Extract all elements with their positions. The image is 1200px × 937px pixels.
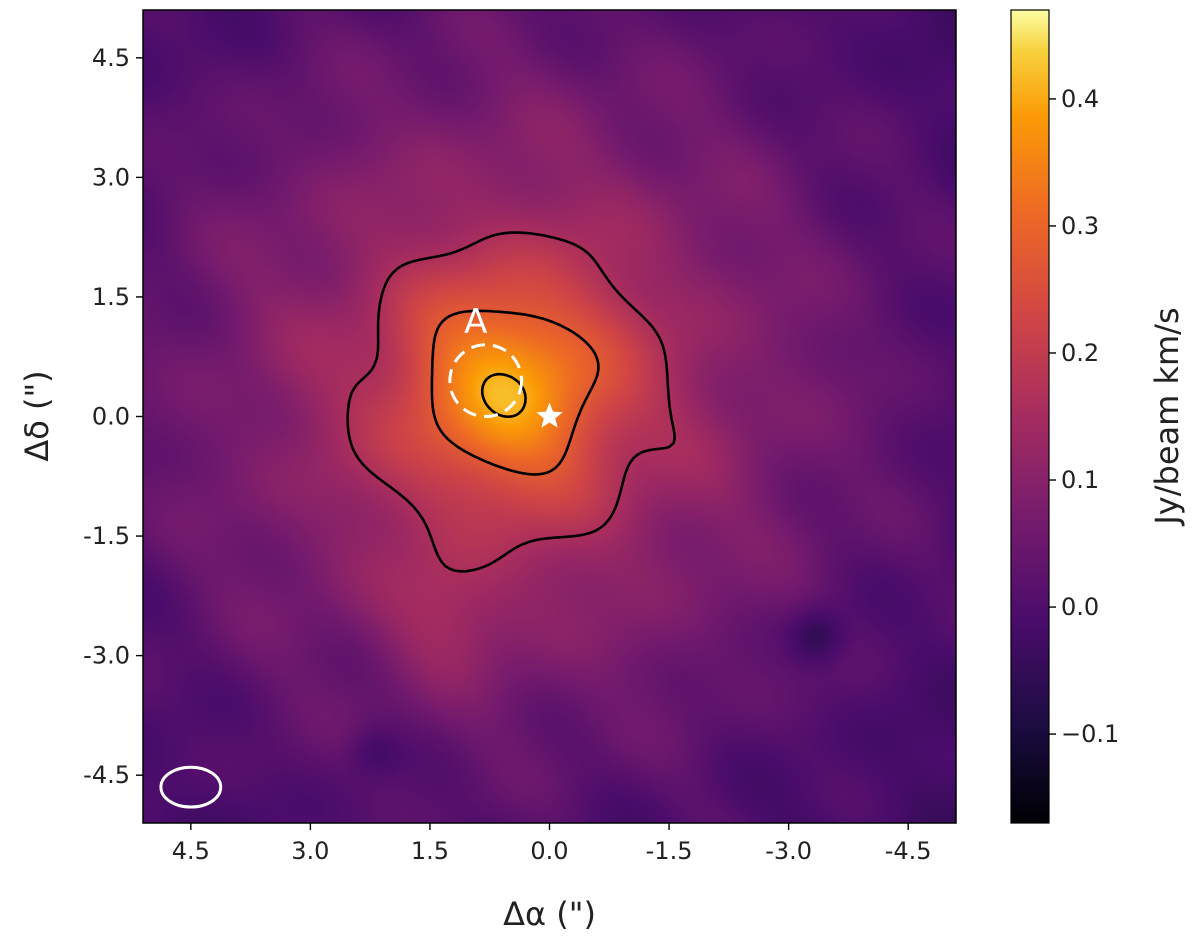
x-tick-label: -4.5 [885, 837, 932, 865]
x-tick-label: -1.5 [646, 837, 693, 865]
star-marker [536, 402, 563, 428]
colorbar-label: Jy/beam km/s [1148, 307, 1186, 526]
contour-line [480, 372, 527, 418]
x-axis: 4.5 3.0 1.5 0.0 -1.5 -3.0 -4.5 [172, 823, 932, 865]
y-tick-label: 3.0 [92, 163, 130, 191]
x-tick-label: -3.0 [765, 837, 812, 865]
colorbar-tick-label: −0.1 [1061, 720, 1119, 748]
colorbar-tick-label: 0.4 [1061, 85, 1099, 113]
colorbar-tick-label: 0.1 [1061, 466, 1099, 494]
beam-ellipse [159, 765, 223, 809]
plot-area: A [142, 9, 957, 824]
colorbar-ticks: 0.4 0.3 0.2 0.1 0.0 −0.1 [1049, 85, 1119, 748]
x-tick-label: 1.5 [411, 837, 449, 865]
colorbar-gradient [1010, 9, 1050, 824]
y-axis-title: Δδ (") [18, 370, 56, 461]
x-axis-title: Δα (") [503, 895, 596, 933]
y-tick-label: -3.0 [83, 642, 130, 670]
contour-lines [346, 231, 676, 573]
y-tick-label: 1.5 [92, 283, 130, 311]
x-tick-label: 3.0 [291, 837, 329, 865]
x-tick-label: 4.5 [172, 837, 210, 865]
colorbar-tick-label: 0.2 [1061, 339, 1099, 367]
overlay-markers: A [159, 302, 563, 809]
contour-line [430, 309, 600, 476]
y-axis: 4.5 3.0 1.5 0.0 -1.5 -3.0 -4.5 [83, 44, 143, 789]
x-tick-label: 0.0 [530, 837, 568, 865]
y-tick-label: 0.0 [92, 403, 130, 431]
y-tick-label: -4.5 [83, 761, 130, 789]
y-tick-label: 4.5 [92, 44, 130, 72]
region-a-label: A [464, 302, 487, 342]
contour-line [346, 231, 676, 573]
region-a-circle [448, 343, 524, 418]
colorbar-tick-label: 0.3 [1061, 212, 1099, 240]
colorbar-tick-label: 0.0 [1061, 593, 1099, 621]
y-tick-label: -1.5 [83, 522, 130, 550]
colorbar: 0.4 0.3 0.2 0.1 0.0 −0.1 Jy/beam km/s [1010, 9, 1186, 824]
